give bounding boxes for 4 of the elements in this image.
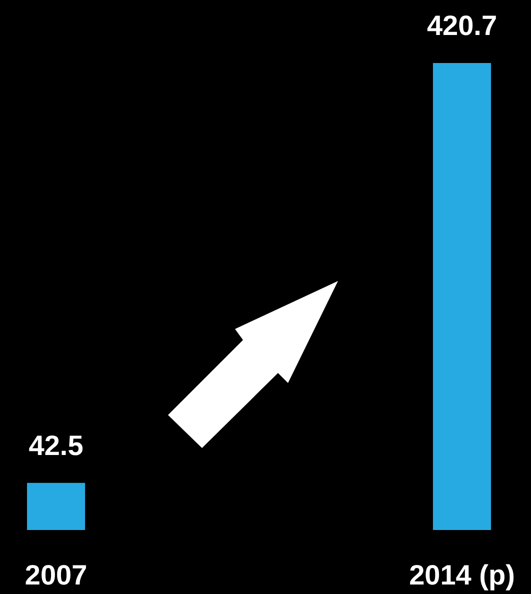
x-tick-label: 2007 — [24, 560, 88, 590]
x-tick-label: 2014 (p) — [409, 560, 515, 590]
data-label: 42.5 — [28, 430, 84, 461]
data-label: 420.7 — [426, 10, 498, 41]
